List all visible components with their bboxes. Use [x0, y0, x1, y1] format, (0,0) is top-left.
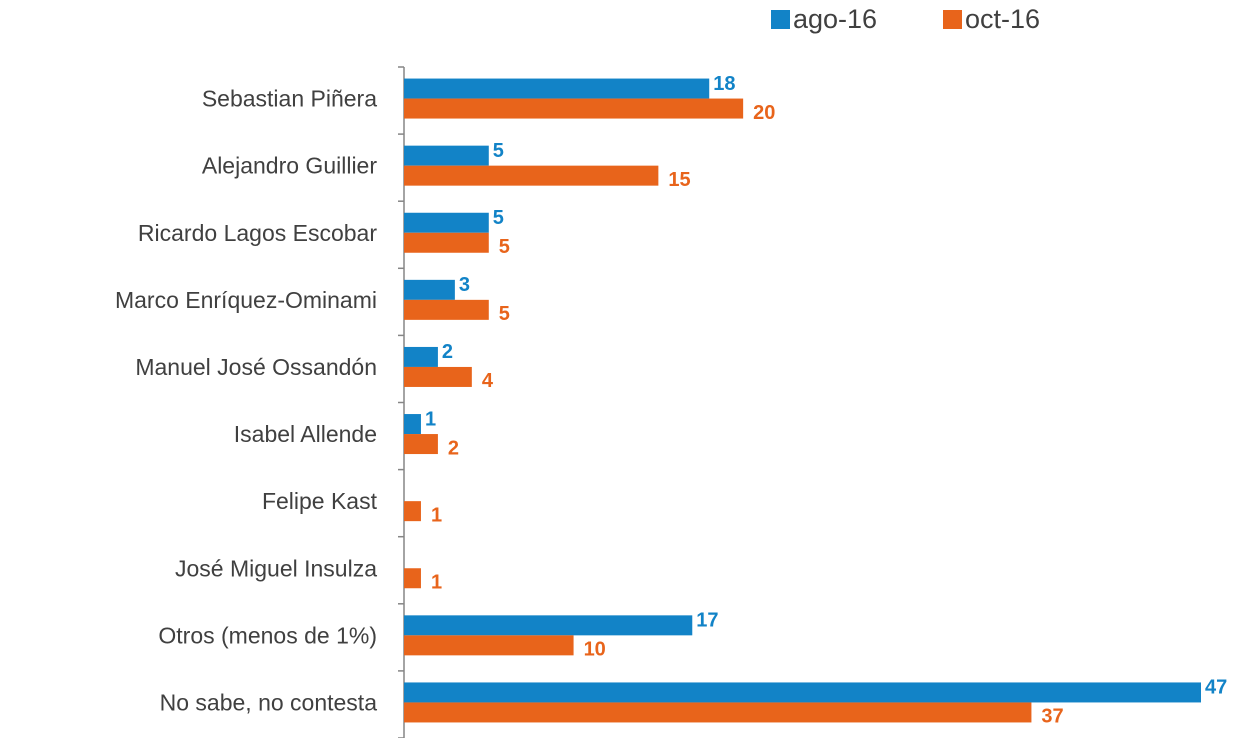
data-label: 2 [448, 437, 459, 459]
category-label: No sabe, no contesta [160, 690, 378, 716]
data-label: 5 [499, 303, 510, 325]
category-label: Felipe Kast [262, 488, 378, 514]
legend-label: ago-16 [793, 4, 877, 34]
bar [404, 414, 421, 435]
bar [404, 145, 489, 166]
data-label: 5 [493, 140, 504, 162]
bar [404, 78, 710, 99]
data-label: 1 [425, 408, 436, 430]
data-label: 10 [584, 639, 606, 661]
data-label: 15 [668, 169, 690, 191]
category-label: Sebastian Piñera [202, 86, 377, 112]
data-label: 1 [431, 504, 442, 526]
data-label: 1 [431, 572, 442, 594]
data-label: 17 [696, 610, 718, 632]
bar [404, 366, 472, 387]
bar [404, 434, 438, 455]
bar [404, 615, 693, 636]
data-label: 20 [753, 102, 775, 124]
data-label: 4 [482, 370, 494, 392]
legend-swatch [943, 10, 962, 29]
bar [404, 165, 659, 186]
bar [404, 702, 1032, 723]
bar [404, 346, 438, 367]
legend-swatch [771, 10, 790, 29]
category-label: Alejandro Guillier [202, 153, 377, 179]
category-label: Isabel Allende [234, 421, 377, 447]
data-label: 3 [459, 274, 470, 296]
category-label: Manuel José Ossandón [135, 354, 377, 380]
bar [404, 682, 1201, 703]
bar [404, 212, 489, 233]
bar [404, 568, 421, 589]
category-label: Marco Enríquez-Ominami [115, 287, 377, 313]
bar [404, 232, 489, 253]
bar [404, 299, 489, 320]
data-label: 2 [442, 341, 453, 363]
category-label: Ricardo Lagos Escobar [138, 220, 377, 246]
bar [404, 635, 574, 656]
data-label: 18 [713, 73, 735, 95]
category-label: José Miguel Insulza [175, 555, 377, 581]
legend-label: oct-16 [965, 4, 1040, 34]
data-label: 37 [1041, 706, 1063, 728]
bar [404, 501, 421, 522]
data-label: 47 [1205, 677, 1227, 699]
data-label: 5 [493, 207, 504, 229]
bar [404, 279, 455, 300]
category-label: Otros (menos de 1%) [158, 622, 377, 648]
data-label: 5 [499, 236, 510, 258]
bar [404, 98, 744, 119]
